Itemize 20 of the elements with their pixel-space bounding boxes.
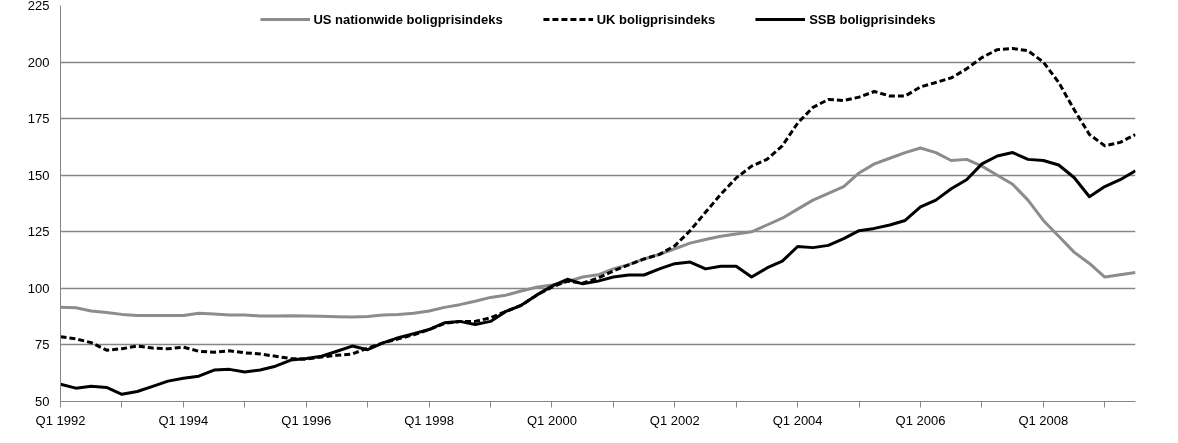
y-tick-label: 75: [35, 337, 50, 353]
legend-label: SSB boligprisindeks: [809, 11, 936, 27]
x-tick-label: Q1 1998: [404, 412, 455, 428]
x-tick-label: Q1 1994: [158, 412, 209, 428]
y-tick-label: 200: [27, 54, 50, 70]
y-tick-label: 150: [27, 167, 50, 183]
y-tick-label: 100: [27, 280, 50, 296]
x-tick-label: Q1 2000: [526, 412, 577, 428]
x-tick-label: Q1 2004: [772, 412, 823, 428]
x-tick-label: Q1 2006: [895, 412, 946, 428]
x-tick-label: Q1 2008: [1018, 412, 1069, 428]
x-tick-label: Q1 1992: [35, 412, 86, 428]
y-tick-label: 175: [27, 111, 50, 127]
y-tick-label: 50: [35, 394, 50, 409]
legend-label: US nationwide boligprisindeks: [313, 11, 503, 27]
y-tick-label: 225: [27, 0, 50, 13]
x-tick-label: Q1 2002: [649, 412, 700, 428]
x-tick-label: Q1 1996: [281, 412, 332, 428]
y-tick-label: 125: [27, 224, 50, 240]
legend-label: UK boligprisindeks: [596, 11, 716, 27]
